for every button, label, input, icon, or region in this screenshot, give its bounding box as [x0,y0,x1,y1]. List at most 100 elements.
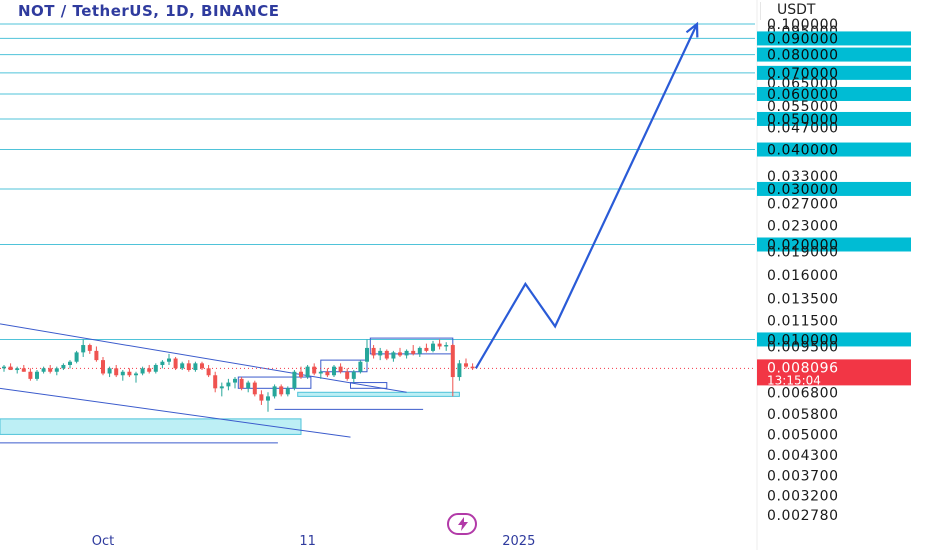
candle-body [160,361,165,365]
price-axis-label: 0.060000 [767,87,839,103]
candle-body [213,375,218,389]
candle-body [153,364,158,372]
candle-body [246,382,251,389]
level-badge [757,86,911,101]
projection-path [474,23,698,369]
candle-body [127,371,132,376]
price-axis-label: 0.016000 [767,268,839,284]
price-axis-label: 0.004300 [767,448,839,464]
candle-body [345,371,350,379]
candle-body [8,366,13,371]
wedge-lower-trendline [0,387,351,438]
candle-body [351,371,356,379]
time-axis-label: 11 [299,534,316,549]
candle-body [87,345,92,351]
price-axis-label: 0.009500 [767,339,839,355]
candle-body [186,363,191,371]
level-badge [757,47,911,62]
price-axis-label: 0.055000 [767,99,839,115]
price-axis-label: 0.013500 [767,291,839,307]
candle-body [325,371,330,376]
price-axis-label: 0.003700 [767,469,839,485]
candle-body [61,364,66,369]
candle-body [404,350,409,356]
candle-body [470,366,475,369]
candle-body [74,352,79,362]
time-axis-label: 2025 [502,534,535,549]
chart-title[interactable]: NOT / TetherUS, 1D, BINANCE [18,2,280,20]
candle-body [193,363,198,371]
price-axis-label: 0.070000 [767,66,839,82]
current-price-label: 0.008096 [767,360,839,376]
candle-body [252,382,257,395]
candle-body [140,368,145,374]
price-axis-label: 0.050000 [767,112,839,128]
candle-body [450,345,455,378]
candle-body [68,361,72,365]
candle-body [417,347,422,354]
candle-body [437,343,442,347]
candle-body [365,347,369,362]
price-axis-label: 0.030000 [767,182,839,198]
price-axis-label: 0.090000 [767,31,839,47]
candle-body [332,366,336,376]
candle-body [226,382,231,387]
candle-body [292,371,297,389]
support-zone [297,391,460,397]
candle-body [457,363,462,378]
candle-body [431,343,435,351]
level-badge [757,111,911,126]
current-price-badge [757,359,911,386]
candle-body [28,371,33,379]
level-badge [757,65,911,80]
candle-body [107,368,112,374]
candle-body [101,360,105,374]
candle-body [180,363,185,369]
candle-body [259,394,264,401]
candle-body [114,368,119,376]
candle-body [200,363,204,369]
candle-body [120,371,125,376]
price-axis-label: 0.100000 [767,17,839,33]
candle-body [266,396,270,401]
candle-body [147,368,152,372]
consolidation-box [350,382,388,389]
currency-label[interactable]: USDT [760,2,932,20]
price-axis-label: 0.047000 [767,120,839,136]
price-axis-label: 0.033000 [767,169,839,185]
candle-body [378,350,383,356]
price-axis-label: 0.006800 [767,385,839,401]
candle-body [411,350,416,354]
candle-body [305,366,310,378]
demand-zone [0,418,302,435]
candle-body [167,358,171,362]
price-axis-label: 0.003200 [767,489,839,505]
candle-body [94,350,99,361]
candle-body [444,345,449,347]
price-axis-label: 0.002780 [767,508,839,524]
candle-body [239,378,244,389]
candle-body [318,371,323,374]
level-badge [757,31,911,46]
candle-body [15,368,20,371]
level-badge [757,332,911,347]
candle-body [285,388,290,395]
candle-body [272,386,277,397]
candle-body [391,352,396,359]
candle-body [358,361,363,372]
price-axis-label: 0.005000 [767,427,839,443]
price-axis-label: 0.040000 [767,143,839,159]
candle-body [219,386,224,389]
candle-body [371,347,376,356]
candle-body [279,386,284,395]
candle-body [338,366,343,372]
candle-body [206,368,211,376]
level-badge [757,181,911,196]
price-axis-label: 0.020000 [767,237,839,253]
price-axis-label: 0.019000 [767,245,839,261]
price-axis-label: 0.011500 [767,313,839,329]
brand-logo[interactable] [447,513,477,535]
projection-arrowhead [685,21,699,38]
